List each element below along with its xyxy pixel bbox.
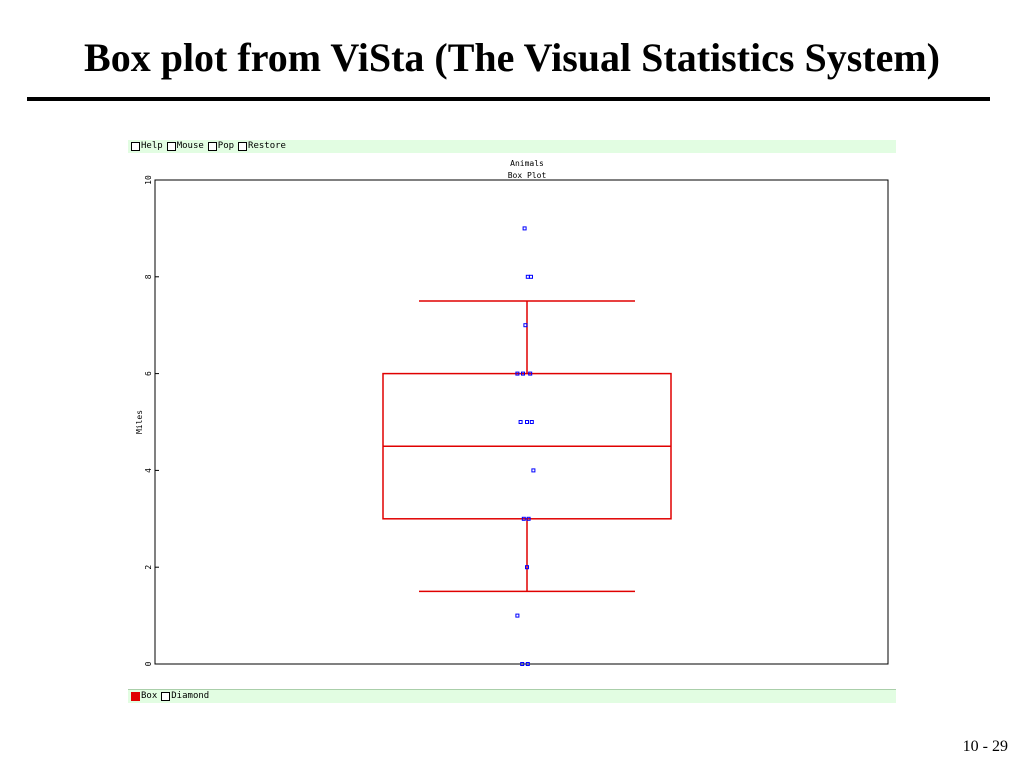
menu-item-label: Pop bbox=[217, 141, 235, 151]
y-tick-label: 10 bbox=[144, 175, 153, 185]
plot-option-label: Diamond bbox=[171, 691, 210, 701]
data-point bbox=[528, 371, 533, 376]
data-point bbox=[518, 420, 523, 424]
data-point bbox=[522, 226, 527, 231]
menu-item-pop[interactable]: Pop bbox=[207, 140, 235, 153]
menu-item-label: Mouse bbox=[176, 141, 204, 151]
checkbox-icon[interactable] bbox=[238, 142, 248, 151]
data-point bbox=[520, 662, 525, 666]
data-point bbox=[521, 516, 526, 521]
plot-window-background bbox=[128, 153, 896, 689]
checkbox-icon[interactable] bbox=[131, 692, 140, 701]
chart-title: Animals bbox=[510, 159, 544, 168]
checkbox-icon[interactable] bbox=[207, 142, 217, 151]
menu-item-mouse[interactable]: Mouse bbox=[166, 140, 204, 153]
data-point bbox=[521, 371, 525, 376]
y-axis: 0 2 4 6 8 10 bbox=[144, 175, 159, 666]
data-point bbox=[525, 420, 529, 424]
checkbox-icon[interactable] bbox=[131, 142, 140, 151]
bottom-toolbar: Box Diamond bbox=[128, 689, 896, 703]
y-tick-label: 0 bbox=[144, 661, 153, 666]
slide-title: Box plot from ViSta (The Visual Statisti… bbox=[84, 35, 940, 80]
data-point bbox=[523, 323, 528, 328]
chart-subtitle: Box Plot bbox=[508, 171, 547, 180]
data-point bbox=[529, 420, 534, 424]
checkbox-icon[interactable] bbox=[161, 692, 171, 701]
menu-item-help[interactable]: Help bbox=[131, 140, 163, 153]
data-point bbox=[515, 613, 520, 618]
plot-frame bbox=[154, 179, 889, 665]
data-point bbox=[525, 662, 530, 666]
checkbox-icon[interactable] bbox=[166, 142, 176, 151]
y-tick-label: 4 bbox=[144, 468, 153, 473]
data-point bbox=[529, 274, 533, 279]
menu-item-label: Help bbox=[141, 141, 163, 151]
data-point bbox=[525, 565, 529, 570]
y-tick-label: 8 bbox=[144, 274, 153, 279]
data-point bbox=[526, 516, 531, 521]
menu-item-label: Restore bbox=[248, 141, 286, 151]
plot-option-box[interactable]: Box bbox=[131, 690, 157, 703]
box-glyph bbox=[382, 300, 672, 593]
plot-option-diamond[interactable]: Diamond bbox=[161, 690, 209, 703]
title-divider bbox=[27, 97, 990, 101]
y-tick-label: 2 bbox=[144, 565, 153, 570]
plot-option-label: Box bbox=[141, 691, 158, 701]
y-tick-label: 6 bbox=[144, 371, 153, 376]
data-point bbox=[515, 371, 520, 376]
y-axis-label: Miles bbox=[135, 410, 144, 434]
data-point bbox=[531, 468, 536, 473]
data-points bbox=[515, 226, 536, 666]
menu-item-restore[interactable]: Restore bbox=[238, 140, 286, 153]
slide-number: 10 - 29 bbox=[962, 738, 1008, 755]
